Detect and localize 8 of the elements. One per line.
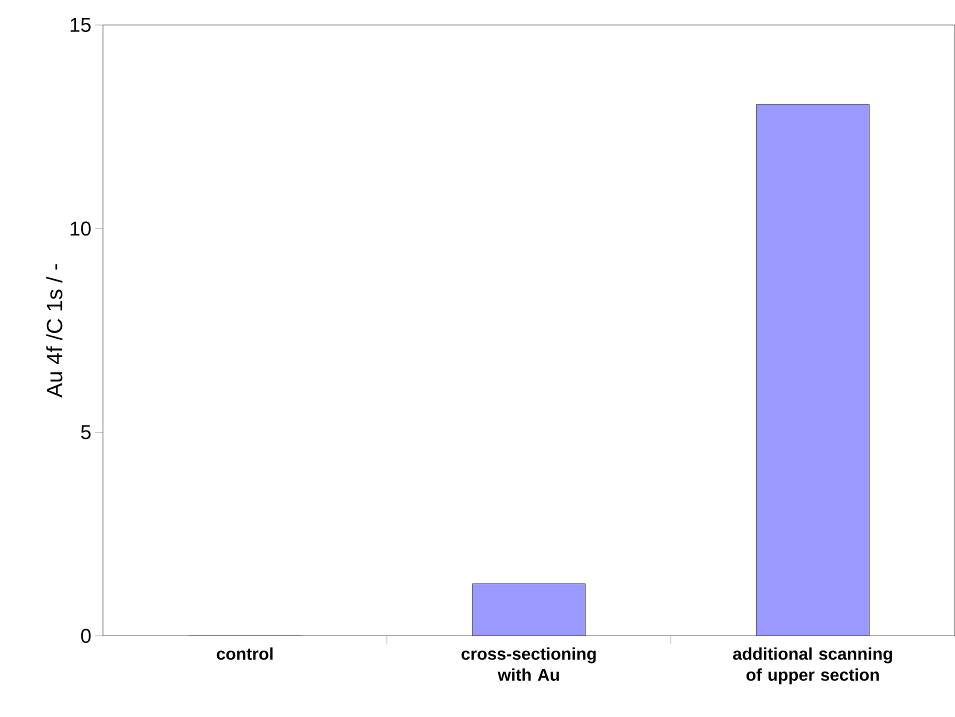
y-tick-label: 10 xyxy=(70,222,91,236)
x-tick-label: control xyxy=(216,647,273,660)
y-tick-label: 15 xyxy=(70,18,91,32)
x-tick-label: cross-sectioning with Au xyxy=(462,647,596,681)
x-tick-label: additional scanning of upper section xyxy=(733,647,892,684)
y-tick-label: 0 xyxy=(81,628,91,644)
y-tick-label: 5 xyxy=(81,425,91,440)
y-axis-title: Au 4f /C 1s / - xyxy=(46,264,62,398)
